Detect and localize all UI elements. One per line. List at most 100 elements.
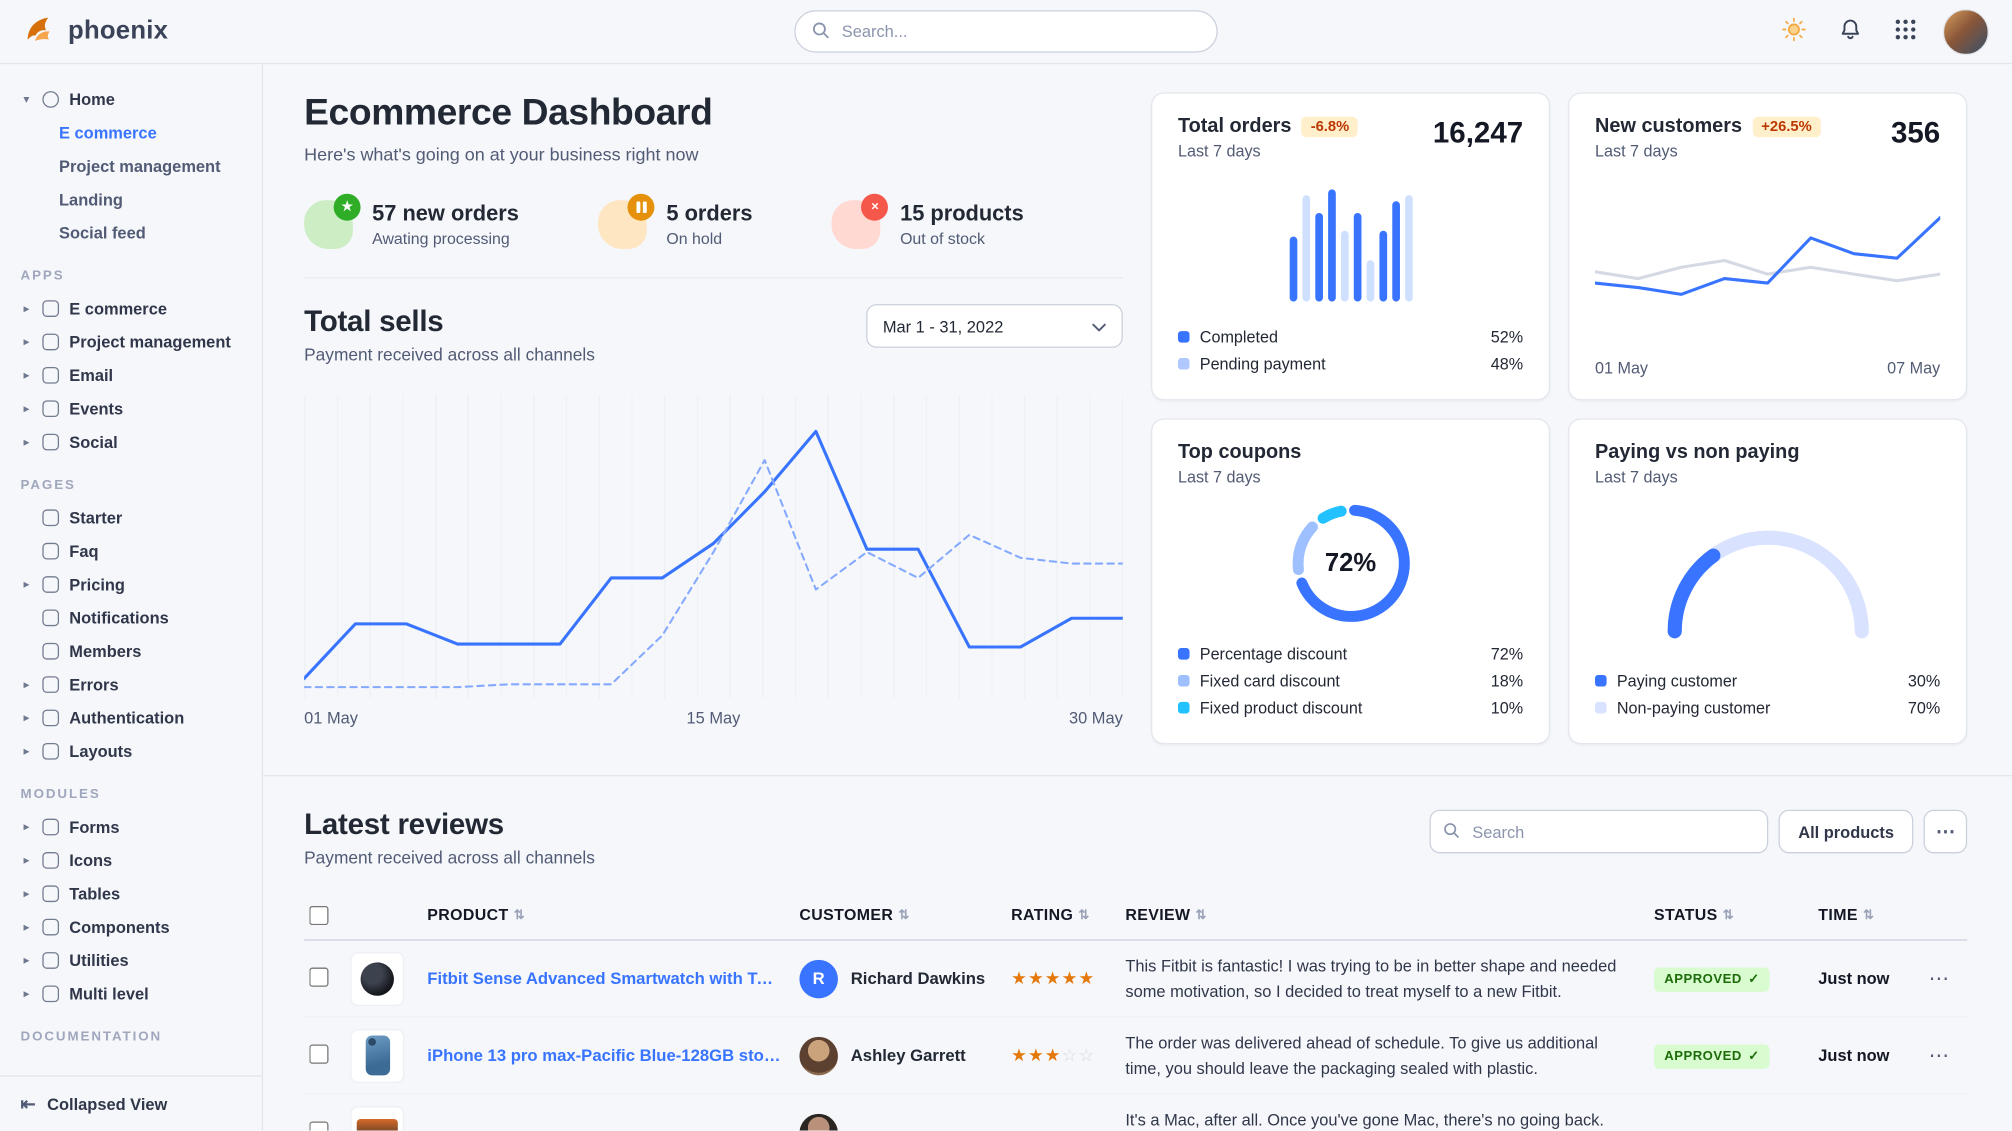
theme-toggle-button[interactable] [1776, 12, 1812, 52]
customer-avatar [799, 1036, 838, 1075]
select-all-checkbox[interactable] [309, 905, 329, 925]
star-filled-icon: ★ [1027, 968, 1045, 988]
date-range-select[interactable]: Mar 1 - 31, 2022 [866, 304, 1123, 348]
sidebar-item-home[interactable]: ▾ Home [18, 82, 249, 115]
sidebar-item-faq[interactable]: ▸ Faq [18, 534, 249, 567]
product-image [350, 1105, 405, 1131]
sidebar-item-members[interactable]: ▸ Members [18, 634, 249, 667]
sidebar-item-notifications[interactable]: ▸ Notifications [18, 601, 249, 634]
legend-row: Paying customer 30% [1595, 667, 1940, 694]
sidebar-item-components[interactable]: ▸ Components [18, 910, 249, 943]
column-review[interactable]: REVIEW ⇅ [1125, 905, 1207, 924]
row-more-button[interactable]: ⋯ [1911, 1118, 1967, 1130]
status-badge: APPROVED ✓ [1654, 1043, 1770, 1069]
reviews-toolbar: All products ⋯ [1429, 809, 1968, 854]
reviews-search-input[interactable] [1429, 809, 1769, 854]
product-link[interactable]: Fitbit Sense Advanced Smartwatch with To… [427, 968, 800, 989]
row-checkbox[interactable] [309, 1121, 329, 1131]
layout-icon [42, 742, 60, 760]
sidebar-sections: APPS ▸ E commerce ▸ Project management ▸… [18, 269, 249, 1044]
rating-stars: ★★★☆☆ [1011, 1045, 1125, 1066]
chevron-right-icon: ▸ [23, 744, 29, 757]
sidebar-item-project-management[interactable]: ▸ Project management [18, 325, 249, 358]
apps-menu-button[interactable] [1889, 13, 1922, 50]
review-text: The order was delivered ahead of schedul… [1125, 1033, 1598, 1078]
column-rating[interactable]: RATING ⇅ [1011, 905, 1090, 924]
sidebar-subitem-project-management[interactable]: Project management [59, 155, 221, 176]
donut-center-label: 72% [1324, 548, 1377, 577]
customer-cell[interactable]: Ashley Garrett [799, 1036, 1011, 1075]
sidebar-item-multi-level[interactable]: ▸ Multi level [18, 977, 249, 1010]
sidebar-section-title: DOCUMENTATION [20, 1030, 163, 1045]
sidebar-subitem-e-commerce[interactable]: E commerce [59, 122, 157, 142]
x-icon: × [861, 193, 889, 221]
chevron-down-icon: ▾ [23, 93, 29, 105]
legend-dot [1177, 674, 1190, 687]
star-filled-icon: ★ [1011, 968, 1028, 988]
collapsed-view-toggle[interactable]: ⇤ Collapsed View [0, 1075, 262, 1130]
customer-cell[interactable] [799, 1113, 1011, 1131]
sidebar-subitem-social-feed[interactable]: Social feed [59, 222, 146, 242]
sidebar-item-social[interactable]: ▸ Social [18, 425, 249, 458]
row-more-button[interactable]: ⋯ [1911, 1041, 1967, 1069]
sort-icon: ⇅ [1722, 907, 1734, 922]
sidebar-item-events[interactable]: ▸ Events [18, 391, 249, 424]
search-input[interactable] [794, 10, 1218, 53]
sidebar-item-authentication[interactable]: ▸ Authentication [18, 701, 249, 734]
sidebar-item-starter[interactable]: ▸ Starter [18, 500, 249, 533]
customer-avatar [799, 1113, 838, 1131]
notifications-button[interactable] [1832, 12, 1868, 52]
sidebar-subitem-landing[interactable]: Landing [59, 189, 123, 209]
sort-icon: ⇅ [513, 907, 525, 922]
sidebar-item-e-commerce[interactable]: ▸ E commerce [18, 291, 249, 324]
customer-cell[interactable]: R Richard Dawkins [799, 959, 1011, 998]
pause-icon [627, 193, 655, 221]
chevron-right-icon: ▸ [23, 820, 29, 833]
dashboard-top: Ecommerce Dashboard Here's what's going … [263, 64, 2012, 745]
search-icon [1443, 821, 1461, 845]
global-search [794, 10, 1218, 53]
calendar-icon [42, 399, 60, 417]
legend-row: Non-paying customer 70% [1595, 694, 1940, 721]
sidebar-item-icons[interactable]: ▸ Icons [18, 843, 249, 876]
row-checkbox[interactable] [309, 967, 329, 987]
brand[interactable]: phoenix [23, 11, 168, 52]
clipboard-icon [42, 332, 60, 350]
sidebar-item-utilities[interactable]: ▸ Utilities [18, 943, 249, 976]
review-time: Just now [1818, 968, 1890, 989]
sidebar-item-forms[interactable]: ▸ Forms [18, 810, 249, 843]
paying-legend: Paying customer 30% Non-paying customer … [1595, 667, 1940, 721]
row-checkbox[interactable] [309, 1044, 329, 1064]
star-filled-icon: ★ [1078, 968, 1096, 988]
sidebar-item-layouts[interactable]: ▸ Layouts [18, 734, 249, 767]
reviews-more-button[interactable]: ⋯ [1923, 809, 1968, 854]
row-more-button[interactable]: ⋯ [1911, 964, 1967, 992]
new-customers-card: New customers +26.5% Last 7 days 356 01 … [1568, 92, 1968, 401]
wrench-icon [42, 951, 60, 969]
column-status[interactable]: STATUS ⇅ [1654, 905, 1734, 924]
all-products-filter-button[interactable]: All products [1778, 809, 1914, 854]
tag-icon [42, 575, 60, 593]
total-sells-x-axis: 01 May 15 May 30 May [304, 708, 1123, 728]
chevron-right-icon: ▸ [23, 402, 29, 414]
column-time[interactable]: TIME ⇅ [1818, 905, 1875, 924]
total-sells-chart [304, 395, 1123, 699]
check-icon: ✓ [1748, 1049, 1760, 1064]
bell-icon [42, 608, 60, 626]
main-content: Ecommerce Dashboard Here's what's going … [263, 64, 2012, 1131]
total-orders-card: Total orders -6.8% Last 7 days 16,247 Co… [1151, 92, 1551, 401]
chevron-right-icon: ▸ [23, 853, 29, 866]
column-product[interactable]: PRODUCT ⇅ [427, 905, 525, 924]
sidebar-item-pricing[interactable]: ▸ Pricing [18, 567, 249, 600]
review-text: This Fitbit is fantastic! I was trying t… [1125, 956, 1617, 1001]
profile-avatar[interactable] [1942, 8, 1989, 55]
chevron-right-icon: ▸ [23, 678, 29, 690]
sidebar-item-errors[interactable]: ▸ Errors [18, 667, 249, 700]
sidebar-item-email[interactable]: ▸ Email [18, 358, 249, 391]
chevron-right-icon: ▸ [23, 887, 29, 899]
column-customer[interactable]: CUSTOMER ⇅ [799, 905, 910, 924]
sidebar-section-title: MODULES [20, 787, 101, 802]
sidebar-item-tables[interactable]: ▸ Tables [18, 876, 249, 909]
product-link[interactable]: iPhone 13 pro max-Pacific Blue-128GB sto… [427, 1045, 800, 1066]
